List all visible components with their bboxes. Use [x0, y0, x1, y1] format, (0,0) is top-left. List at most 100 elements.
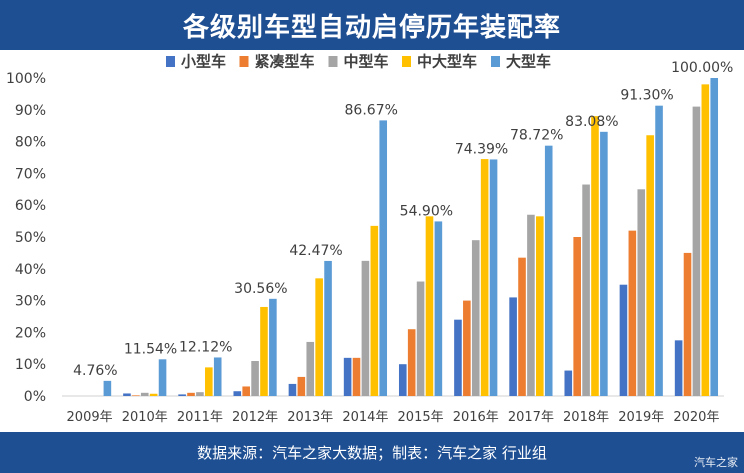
y-tick-label: 30%: [15, 294, 46, 310]
source-note: 数据来源：汽车之家大数据；制表：汽车之家 行业组: [197, 444, 547, 462]
bar-4-7: [425, 216, 434, 396]
data-label: 30.56%: [234, 281, 287, 297]
bar-2-7: [407, 329, 416, 396]
bar-3-10: [582, 184, 590, 396]
y-tick-label: 20%: [15, 325, 46, 341]
bar-3-6: [361, 260, 370, 396]
bar-5-6: [379, 120, 388, 396]
bar-3-12: [692, 106, 701, 396]
bar-5-11: [655, 105, 663, 397]
bar-1-2: [123, 393, 131, 396]
y-tick-label: 40%: [15, 262, 46, 278]
y-tick-label: 50%: [15, 230, 46, 246]
x-tick-label: 2014年: [342, 410, 388, 425]
x-tick-label: 2019年: [618, 410, 664, 425]
legend-swatch-4: [402, 56, 411, 67]
data-label: 100.00%: [671, 60, 733, 76]
y-tick-label: 70%: [15, 166, 46, 182]
legend-label-2: 紧凑型车: [255, 53, 315, 71]
x-tick-label: 2016年: [453, 410, 499, 425]
data-label: 11.54%: [124, 341, 177, 357]
bar-4-11: [646, 135, 654, 396]
data-label: 83.08%: [565, 114, 618, 130]
bar-5-4: [269, 298, 277, 396]
legend-swatch-2: [239, 56, 249, 67]
y-tick-label: 90%: [15, 103, 46, 119]
bar-4-9: [536, 216, 544, 396]
x-tick-label: 2013年: [287, 410, 333, 425]
legend-swatch-3: [328, 56, 338, 67]
legend-swatch-1: [166, 56, 175, 67]
x-tick-label: 2020年: [673, 410, 719, 425]
chart-title: 各级别车型自动启停历年装配率: [182, 12, 561, 43]
bar-1-6: [343, 357, 352, 396]
bar-2-3: [187, 392, 195, 396]
legend-label-3: 中型车: [344, 53, 389, 71]
bar-5-12: [710, 78, 719, 396]
bar-5-3: [213, 357, 222, 396]
bar-chart: 0% 10% 20% 30% 40% 50% 60% 70% 80% 90% 100% 2009年 4.…: [6, 53, 733, 426]
bar-3-9: [527, 214, 535, 396]
y-tick-label: 10%: [15, 357, 46, 373]
bar-3-5: [306, 341, 315, 396]
data-label: 4.76%: [73, 363, 117, 379]
bar-4-10: [591, 116, 599, 396]
bar-5-7: [434, 221, 443, 396]
legend-swatch-5: [491, 56, 500, 67]
data-label: 54.90%: [400, 203, 453, 219]
x-tick-label: 2018年: [563, 410, 609, 425]
bar-1-5: [288, 383, 297, 396]
bar-1-7: [398, 364, 407, 396]
bar-2-4: [242, 386, 250, 396]
bar-4-8: [480, 159, 489, 396]
data-label: 12.12%: [179, 339, 232, 355]
bar-1-10: [564, 370, 573, 396]
bar-2-5: [297, 376, 306, 396]
data-label: 42.47%: [289, 243, 342, 259]
title-banner: 各级别车型自动启停历年装配率: [0, 0, 744, 50]
bar-2-11: [628, 230, 637, 396]
x-tick-label: 2017年: [508, 410, 554, 425]
legend-label-5: 大型车: [506, 53, 551, 71]
x-tick-label: 2009年: [67, 410, 113, 425]
bar-2-2: [132, 395, 140, 396]
data-label: 78.72%: [510, 128, 563, 144]
y-tick-label: 100%: [6, 71, 46, 87]
bar-4-12: [701, 84, 710, 397]
x-tick-label: 2010年: [122, 410, 168, 425]
data-label: 86.67%: [345, 102, 398, 118]
bar-5-2: [158, 359, 167, 396]
bar-3-11: [637, 189, 646, 396]
bar-4-6: [370, 225, 379, 396]
bar-3-3: [196, 392, 204, 396]
bar-4-4: [260, 306, 268, 396]
legend-label-4: 中大型车: [417, 53, 477, 71]
bar-1-3: [178, 394, 186, 396]
bar-1-12: [674, 340, 683, 396]
bar-3-7: [416, 281, 425, 396]
bar-5-5: [324, 260, 332, 396]
x-tick-label: 2012年: [232, 410, 278, 425]
bar-4-3: [205, 367, 213, 396]
bar-5-10: [600, 131, 608, 396]
bar-3-2: [140, 392, 149, 396]
bar-5-9: [544, 145, 553, 396]
bar-4-5: [315, 278, 323, 396]
bar-5-1: [103, 380, 112, 396]
y-tick-label: 80%: [15, 135, 46, 151]
bar-3-4: [251, 361, 259, 396]
bar-1-11: [619, 284, 628, 396]
y-tick-label: 0%: [24, 389, 46, 405]
bar-1-4: [233, 391, 242, 396]
bar-4-2: [149, 393, 158, 396]
data-label: 91.30%: [620, 88, 673, 104]
bar-1-9: [509, 297, 517, 396]
bar-1-8: [454, 319, 462, 396]
y-tick-label: 60%: [15, 198, 46, 214]
x-tick-label: 2015年: [398, 410, 444, 425]
bar-2-9: [518, 257, 526, 396]
bar-3-8: [471, 240, 480, 396]
bar-2-10: [573, 237, 581, 396]
bar-5-8: [489, 159, 498, 396]
